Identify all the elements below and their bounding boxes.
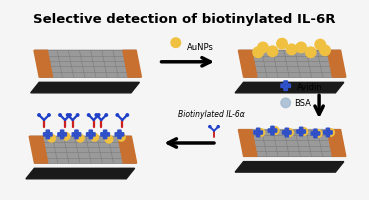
- Text: Avidin: Avidin: [297, 83, 323, 92]
- FancyBboxPatch shape: [311, 132, 320, 135]
- FancyBboxPatch shape: [281, 84, 290, 87]
- Circle shape: [281, 98, 290, 108]
- Polygon shape: [327, 130, 346, 156]
- FancyBboxPatch shape: [283, 131, 291, 134]
- FancyBboxPatch shape: [284, 81, 287, 90]
- Text: Biotinylated IL-6α: Biotinylated IL-6α: [178, 110, 245, 119]
- Polygon shape: [235, 82, 344, 93]
- Circle shape: [296, 42, 306, 53]
- FancyBboxPatch shape: [118, 130, 121, 139]
- FancyBboxPatch shape: [61, 130, 64, 139]
- FancyBboxPatch shape: [324, 131, 332, 134]
- Circle shape: [286, 129, 293, 136]
- Polygon shape: [118, 136, 137, 163]
- FancyBboxPatch shape: [271, 126, 274, 135]
- Circle shape: [116, 114, 118, 116]
- Polygon shape: [327, 50, 346, 77]
- Circle shape: [171, 38, 180, 47]
- FancyBboxPatch shape: [285, 128, 289, 137]
- Polygon shape: [238, 50, 257, 77]
- Circle shape: [62, 132, 70, 140]
- Circle shape: [38, 114, 40, 116]
- Circle shape: [257, 129, 265, 136]
- Polygon shape: [29, 136, 48, 163]
- Circle shape: [76, 114, 79, 116]
- Circle shape: [277, 38, 287, 49]
- Text: Selective detection of biotinylated IL-6R: Selective detection of biotinylated IL-6…: [33, 13, 336, 26]
- FancyBboxPatch shape: [72, 133, 81, 136]
- FancyBboxPatch shape: [46, 130, 49, 139]
- Text: BSA: BSA: [294, 99, 311, 108]
- Circle shape: [315, 39, 325, 50]
- FancyBboxPatch shape: [314, 129, 317, 138]
- Circle shape: [69, 114, 71, 116]
- FancyBboxPatch shape: [326, 128, 330, 137]
- Circle shape: [91, 133, 99, 141]
- FancyBboxPatch shape: [101, 133, 110, 136]
- FancyBboxPatch shape: [86, 133, 95, 136]
- Circle shape: [105, 135, 113, 143]
- Circle shape: [258, 42, 268, 53]
- FancyBboxPatch shape: [58, 133, 66, 136]
- Polygon shape: [31, 82, 139, 93]
- Circle shape: [97, 114, 100, 116]
- FancyBboxPatch shape: [103, 130, 107, 139]
- Circle shape: [87, 114, 90, 116]
- Circle shape: [300, 128, 308, 135]
- Circle shape: [118, 133, 125, 141]
- FancyBboxPatch shape: [297, 130, 306, 133]
- Circle shape: [327, 129, 334, 136]
- Circle shape: [76, 134, 84, 142]
- Circle shape: [59, 114, 61, 116]
- Circle shape: [105, 114, 107, 116]
- Circle shape: [209, 126, 211, 128]
- Circle shape: [126, 114, 128, 116]
- Polygon shape: [34, 50, 53, 77]
- Polygon shape: [239, 50, 345, 77]
- FancyBboxPatch shape: [256, 128, 260, 137]
- Text: AuNPs: AuNPs: [187, 43, 214, 52]
- Circle shape: [217, 126, 219, 128]
- FancyBboxPatch shape: [115, 133, 124, 136]
- Circle shape: [271, 127, 279, 134]
- Polygon shape: [26, 168, 135, 179]
- Circle shape: [48, 134, 55, 142]
- FancyBboxPatch shape: [254, 131, 262, 134]
- Circle shape: [314, 130, 322, 137]
- Polygon shape: [235, 162, 344, 172]
- Circle shape: [48, 114, 50, 116]
- FancyBboxPatch shape: [300, 127, 303, 136]
- FancyBboxPatch shape: [268, 129, 277, 132]
- Circle shape: [253, 47, 263, 57]
- Polygon shape: [30, 136, 136, 163]
- Circle shape: [95, 114, 97, 116]
- Circle shape: [286, 44, 297, 55]
- Circle shape: [267, 46, 278, 57]
- Circle shape: [66, 114, 69, 116]
- Polygon shape: [123, 50, 141, 77]
- Polygon shape: [238, 130, 257, 156]
- FancyBboxPatch shape: [89, 130, 92, 139]
- Polygon shape: [239, 130, 345, 156]
- Circle shape: [320, 45, 330, 56]
- FancyBboxPatch shape: [44, 133, 52, 136]
- FancyBboxPatch shape: [75, 130, 78, 139]
- Circle shape: [306, 47, 316, 57]
- Polygon shape: [35, 50, 141, 77]
